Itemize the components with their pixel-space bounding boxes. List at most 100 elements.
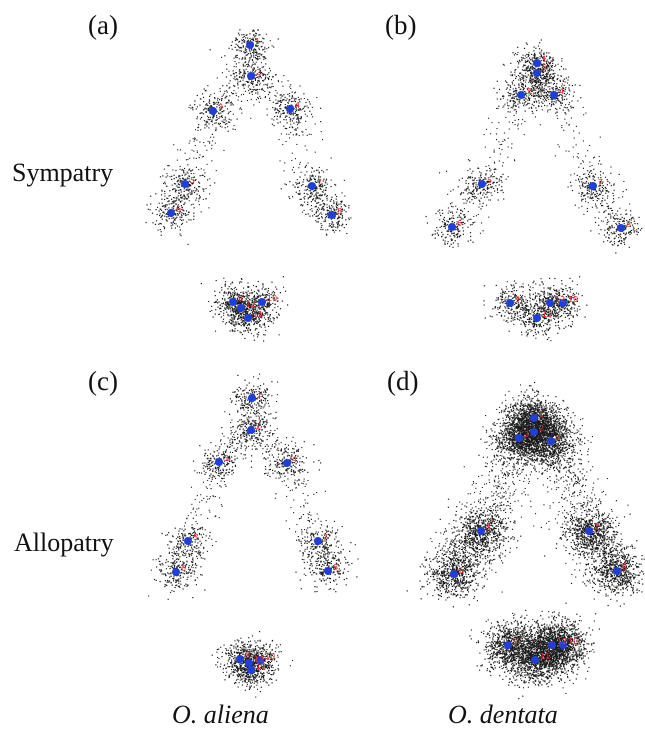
scatter-point	[551, 64, 554, 67]
scatter-point	[568, 102, 571, 104]
scatter-point	[208, 123, 210, 125]
scatter-point	[293, 117, 295, 119]
scatter-point	[240, 301, 242, 304]
scatter-point	[219, 307, 221, 309]
scatter-point	[306, 189, 308, 191]
scatter-point	[555, 89, 557, 91]
scatter-point	[544, 81, 547, 83]
scatter-point	[283, 112, 285, 114]
scatter-point	[282, 95, 284, 97]
scatter-point	[499, 295, 502, 297]
scatter-point	[238, 323, 240, 325]
scatter-point	[561, 99, 563, 101]
scatter-point	[185, 189, 187, 191]
scatter-point	[180, 181, 182, 183]
scatter-point	[263, 315, 265, 317]
scatter-point	[557, 312, 559, 315]
scatter-point	[571, 308, 573, 310]
scatter-point	[207, 115, 209, 117]
scatter-point	[562, 288, 565, 291]
scatter-point	[345, 223, 347, 226]
scatter-point	[540, 54, 542, 56]
scatter-point	[311, 167, 313, 169]
scatter-point	[211, 119, 213, 121]
scatter-point	[195, 129, 197, 131]
scatter-point	[630, 222, 632, 224]
scatter-point	[171, 207, 173, 209]
scatter-point	[336, 213, 338, 215]
scatter-point	[542, 78, 544, 80]
scatter-point	[341, 213, 343, 215]
scatter-point	[282, 144, 284, 146]
scatter-point	[253, 304, 255, 306]
scatter-point	[533, 79, 535, 81]
scatter-point	[236, 57, 238, 59]
scatter-point	[248, 305, 250, 307]
scatter-point	[564, 118, 566, 120]
scatter-point	[183, 169, 185, 171]
scatter-point	[254, 308, 256, 310]
scatter-point	[246, 325, 248, 327]
scatter-point	[177, 206, 179, 208]
scatter-point	[623, 238, 625, 240]
scatter-point	[625, 228, 627, 230]
scatter-point	[242, 293, 244, 295]
scatter-point	[521, 56, 523, 59]
scatter-point	[309, 209, 311, 211]
scatter-point	[463, 202, 465, 204]
scatter-point	[180, 197, 183, 199]
scatter-point	[534, 292, 536, 294]
scatter-point	[547, 322, 549, 324]
scatter-point	[224, 55, 226, 57]
scatter-point	[221, 289, 223, 291]
scatter-point	[535, 87, 537, 89]
scatter-point	[161, 215, 163, 217]
scatter-point	[289, 92, 291, 94]
scatter-point	[286, 98, 288, 100]
scatter-point	[625, 225, 627, 227]
scatter-point	[249, 33, 251, 35]
scatter-point	[462, 233, 464, 235]
scatter-point	[218, 313, 220, 315]
scatter-point	[541, 86, 543, 88]
scatter-point	[343, 209, 345, 211]
scatter-point	[216, 77, 218, 79]
scatter-point	[244, 304, 246, 306]
scatter-point	[235, 39, 237, 41]
scatter-point	[576, 315, 578, 317]
scatter-point	[271, 292, 273, 294]
scatter-point	[596, 207, 598, 209]
scatter-point	[456, 226, 458, 228]
scatter-point	[547, 61, 549, 63]
scatter-point	[343, 204, 345, 206]
scatter-point	[220, 316, 223, 318]
scatter-point	[245, 295, 247, 297]
scatter-point	[247, 37, 249, 39]
scatter-point	[611, 224, 613, 226]
scatter-point	[176, 213, 178, 215]
scatter-point	[223, 149, 225, 151]
scatter-point	[542, 69, 544, 71]
scatter-point	[241, 112, 243, 114]
scatter-point	[163, 182, 165, 184]
scatter-point	[434, 230, 436, 232]
scatter-point	[238, 282, 240, 284]
scatter-point	[509, 100, 511, 102]
scatter-point	[242, 79, 244, 81]
scatter-point	[333, 202, 335, 205]
scatter-point	[296, 133, 298, 135]
scatter-point	[313, 177, 315, 179]
scatter-point	[564, 88, 566, 90]
scatter-point	[550, 314, 552, 316]
scatter-point	[591, 189, 593, 191]
scatter-point	[215, 130, 217, 132]
scatter-point	[292, 184, 294, 186]
scatter-point	[243, 71, 245, 73]
scatter-point	[579, 185, 581, 187]
scatter-point	[177, 195, 179, 197]
scatter-point	[545, 100, 548, 102]
scatter-point	[520, 81, 522, 83]
scatter-point	[555, 85, 557, 87]
scatter-point	[219, 99, 221, 101]
scatter-point	[469, 168, 471, 170]
